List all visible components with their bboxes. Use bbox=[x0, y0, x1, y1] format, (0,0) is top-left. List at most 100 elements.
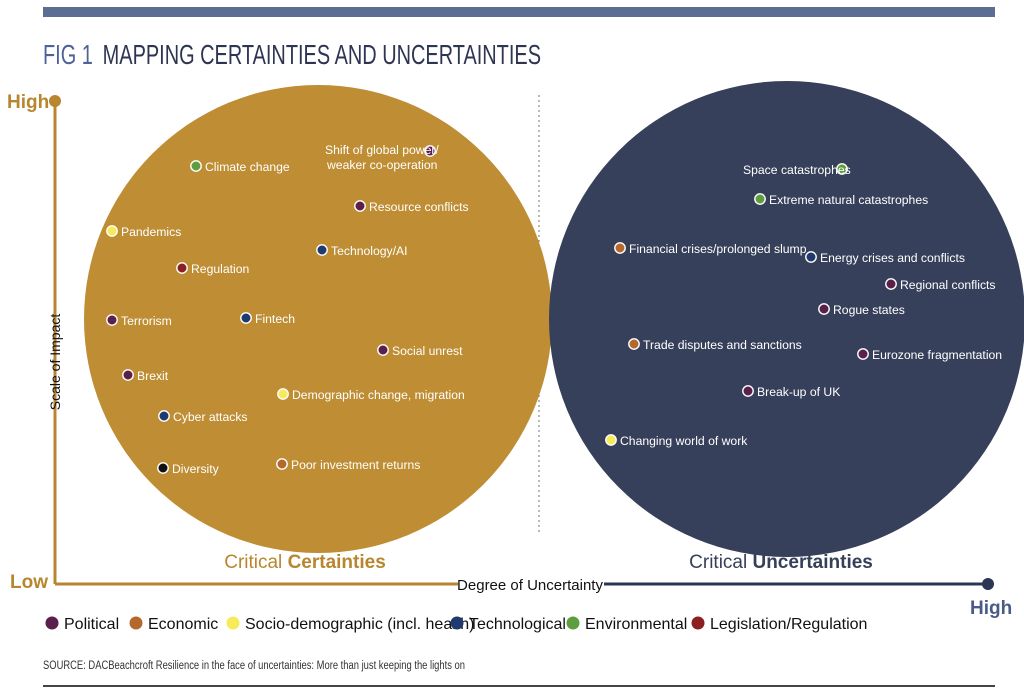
certainty-item-label: Pandemics bbox=[121, 225, 181, 239]
legend-swatch bbox=[566, 616, 580, 630]
legend-label: Socio-demographic (incl. health) bbox=[245, 616, 474, 633]
legend-label: Economic bbox=[148, 616, 218, 633]
legend-item-political: Political bbox=[45, 616, 119, 633]
uncertainty-item-label: Regional conflicts bbox=[900, 278, 996, 292]
uncertainty-item-label: Rogue states bbox=[833, 303, 905, 317]
certainty-item-label-line2: weaker co-operation bbox=[326, 158, 437, 172]
certainty-item-dot bbox=[122, 369, 134, 381]
uncertainty-item-label: Changing world of work bbox=[620, 434, 748, 448]
certainty-item: Technology/AI bbox=[316, 244, 408, 258]
certainty-item-dot bbox=[157, 462, 169, 474]
certainty-item-dot bbox=[106, 225, 118, 237]
certainty-item: Brexit bbox=[122, 369, 169, 383]
certainties-items: Shift of global power/weaker co-operatio… bbox=[106, 143, 469, 476]
uncertainty-item: Eurozone fragmentation bbox=[857, 348, 1002, 362]
x-axis-end-dot bbox=[982, 578, 994, 590]
uncertainty-item-label: Break-up of UK bbox=[757, 385, 840, 399]
certainty-item: Pandemics bbox=[106, 225, 181, 239]
uncertainty-item: Extreme natural catastrophes bbox=[754, 193, 928, 207]
uncertainty-item-dot bbox=[742, 385, 754, 397]
certainty-item: Resource conflicts bbox=[354, 200, 469, 214]
legend-swatch bbox=[45, 616, 59, 630]
legend-swatch bbox=[226, 616, 240, 630]
y-axis-high-label: High bbox=[7, 92, 49, 113]
uncertainty-item-label: Trade disputes and sanctions bbox=[643, 338, 802, 352]
certainty-item-label: Shift of global power/ bbox=[325, 143, 439, 157]
certainty-item-label: Regulation bbox=[191, 262, 249, 276]
certainty-item-dot bbox=[158, 410, 170, 422]
certainty-item-label: Diversity bbox=[172, 462, 220, 476]
uncertainty-item: Changing world of work bbox=[605, 434, 748, 448]
figure-title-text: MAPPING CERTAINTIES AND UNCERTAINTIES bbox=[103, 39, 541, 70]
certainty-item-dot bbox=[424, 145, 436, 157]
certainty-item: Poor investment returns bbox=[276, 458, 420, 472]
uncertainty-item: Financial crises/prolonged slump bbox=[614, 242, 807, 256]
y-axis-top-dot bbox=[49, 95, 61, 107]
uncertainty-item: Regional conflicts bbox=[885, 278, 996, 292]
certainty-item-dot bbox=[316, 244, 328, 256]
source-note: SOURCE: DACBeachcroft Resilience in the … bbox=[43, 660, 465, 672]
certainty-item: Demographic change, migration bbox=[277, 388, 465, 402]
uncertainty-item-dot bbox=[805, 251, 817, 263]
legend-label: Political bbox=[64, 616, 119, 633]
certainty-item: Diversity bbox=[157, 462, 220, 476]
certainty-item-dot bbox=[176, 262, 188, 274]
certainties-group-bold: Certainties bbox=[288, 552, 386, 573]
certainty-item-label: Demographic change, migration bbox=[292, 388, 465, 402]
uncertainty-item-label: Energy crises and conflicts bbox=[820, 251, 965, 265]
legend-swatch bbox=[129, 616, 143, 630]
certainty-item: Climate change bbox=[190, 160, 290, 174]
uncertainty-item-label: Space catastrophes bbox=[743, 163, 851, 177]
certainty-item: Terrorism bbox=[106, 314, 172, 328]
certainty-item-dot bbox=[377, 344, 389, 356]
legend: Political Economic Socio-demographic (incl… bbox=[45, 616, 867, 633]
legend-item-sociodemo: Socio-demographic (incl. health) bbox=[226, 616, 474, 633]
top-rule bbox=[43, 7, 995, 17]
certainty-item-label: Brexit bbox=[137, 369, 169, 383]
certainty-item-label: Social unrest bbox=[392, 344, 463, 358]
legend-label: Technological bbox=[469, 616, 566, 633]
uncertainty-item-dot bbox=[605, 434, 617, 446]
certainty-item: Social unrest bbox=[377, 344, 463, 358]
certainty-item-label: Poor investment returns bbox=[291, 458, 420, 472]
certainty-item-dot bbox=[276, 458, 288, 470]
uncertainty-item: Trade disputes and sanctions bbox=[628, 338, 802, 352]
certainty-item-dot bbox=[106, 314, 118, 326]
certainty-item-label: Resource conflicts bbox=[369, 200, 469, 214]
uncertainties-group-label: Critical Uncertainties bbox=[689, 552, 873, 573]
uncertainty-item: Energy crises and conflicts bbox=[805, 251, 965, 265]
certainties-circle bbox=[84, 85, 552, 553]
certainty-item-dot bbox=[240, 312, 252, 324]
certainty-item: Fintech bbox=[240, 312, 295, 326]
uncertainty-item-label: Extreme natural catastrophes bbox=[769, 193, 928, 207]
uncertainties-items: Space catastrophes Extreme natural catast… bbox=[605, 163, 1002, 448]
certainty-item-label: Cyber attacks bbox=[173, 410, 248, 424]
uncertainty-item-dot bbox=[836, 163, 848, 175]
certainty-item: Cyber attacks bbox=[158, 410, 248, 424]
uncertainty-item-label: Eurozone fragmentation bbox=[872, 348, 1002, 362]
legend-label: Environmental bbox=[585, 616, 687, 633]
certainty-item-label: Fintech bbox=[255, 312, 295, 326]
x-axis-title: Degree of Uncertainty bbox=[457, 577, 603, 594]
uncertainty-item-dot bbox=[818, 303, 830, 315]
uncertainty-item-dot bbox=[628, 338, 640, 350]
uncertainty-item-dot bbox=[857, 348, 869, 360]
certainty-item: Shift of global power/weaker co-operatio… bbox=[325, 143, 439, 172]
uncertainty-item-label: Financial crises/prolonged slump bbox=[629, 242, 807, 256]
figure-title-prefix: FIG 1 bbox=[43, 39, 93, 70]
certainty-item-dot bbox=[354, 200, 366, 212]
certainty-item-dot bbox=[277, 388, 289, 400]
uncertainty-item-dot bbox=[614, 242, 626, 254]
certainty-item-dot bbox=[190, 160, 202, 172]
legend-swatch bbox=[450, 616, 464, 630]
uncertainty-item: Break-up of UK bbox=[742, 385, 840, 399]
y-axis-low-label: Low bbox=[10, 572, 48, 593]
certainties-group-prefix: Critical bbox=[224, 552, 287, 573]
legend-item-legislation: Legislation/Regulation bbox=[691, 616, 867, 633]
uncertainty-item-dot bbox=[885, 278, 897, 290]
y-axis-title: Scale of Impact bbox=[47, 314, 63, 411]
x-axis-high-label: High bbox=[970, 598, 1012, 619]
certainty-item-label: Technology/AI bbox=[331, 244, 408, 258]
legend-item-technological: Technological bbox=[450, 616, 566, 633]
